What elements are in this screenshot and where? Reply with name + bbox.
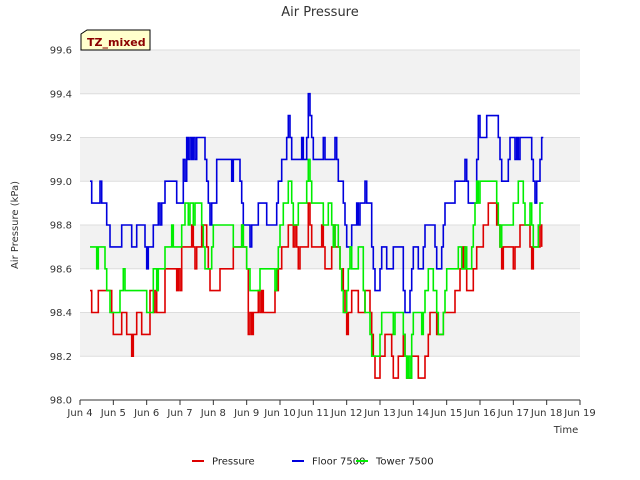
- legend-label: Tower 7500: [375, 457, 434, 468]
- y-tick-label: 99.6: [50, 46, 72, 57]
- y-tick-label: 99.2: [50, 133, 72, 144]
- tz-badge-label: TZ_mixed: [87, 36, 146, 49]
- x-tick-label: Jun 6: [133, 408, 159, 419]
- x-tick-label: Jun 9: [233, 408, 259, 419]
- series-line-floor-7500: [90, 92, 544, 314]
- tz-badge-box: [80, 29, 151, 51]
- x-axis-ticks: Jun 4 Jun 5 Jun 6 Jun 7 Jun 8 Jun 9 Jun 10 Jun …: [66, 400, 596, 419]
- plot-band: [80, 50, 580, 94]
- chart-title: Air Pressure: [281, 5, 359, 20]
- x-tick-label: Jun 13: [363, 408, 396, 419]
- x-tick-label: Jun 5: [100, 408, 126, 419]
- x-tick-label: Jun 8: [200, 408, 226, 419]
- x-tick-label: Jun 17: [497, 408, 530, 419]
- series-lines: [90, 92, 544, 379]
- x-tick-label: Jun 15: [430, 408, 463, 419]
- tz-badge: TZ_mixed: [80, 29, 151, 51]
- x-axis-label: Time: [553, 425, 578, 436]
- x-tick-label: Jun 4: [66, 408, 92, 419]
- x-tick-label: Jun 19: [563, 408, 596, 419]
- y-tick-label: 98.6: [50, 264, 72, 275]
- y-tick-label: 98.4: [50, 308, 72, 319]
- x-tick-label: Jun 18: [530, 408, 563, 419]
- y-tick-label: 98.2: [50, 352, 72, 363]
- y-tick-label: 98.8: [50, 221, 72, 232]
- x-tick-label: Jun 14: [397, 408, 430, 419]
- plot-band: [80, 312, 580, 357]
- y-axis-ticks: 98.0 98.2 98.4 98.6 98.8 99.0 99.2 99.4 99.6: [50, 46, 72, 407]
- x-tick-label: Jun 11: [297, 408, 330, 419]
- legend: Pressure Floor 7500 Tower 7500: [192, 457, 434, 468]
- y-tick-label: 99.4: [50, 89, 72, 100]
- plot-band: [80, 225, 580, 269]
- x-tick-label: Jun 12: [330, 408, 363, 419]
- y-axis-label: Air Pressure (kPa): [10, 181, 21, 269]
- y-tick-label: 98.0: [50, 396, 72, 407]
- plot-band: [80, 268, 580, 313]
- legend-label: Floor 7500: [312, 457, 366, 468]
- y-tick-label: 99.0: [50, 177, 72, 188]
- x-tick-label: Jun 7: [166, 408, 192, 419]
- legend-label: Pressure: [212, 457, 255, 468]
- plot-band: [80, 93, 580, 138]
- x-tick-label: Jun 16: [463, 408, 496, 419]
- series-line-tower-7500: [90, 158, 544, 379]
- plot-band: [80, 356, 580, 400]
- x-tick-label: Jun 10: [263, 408, 296, 419]
